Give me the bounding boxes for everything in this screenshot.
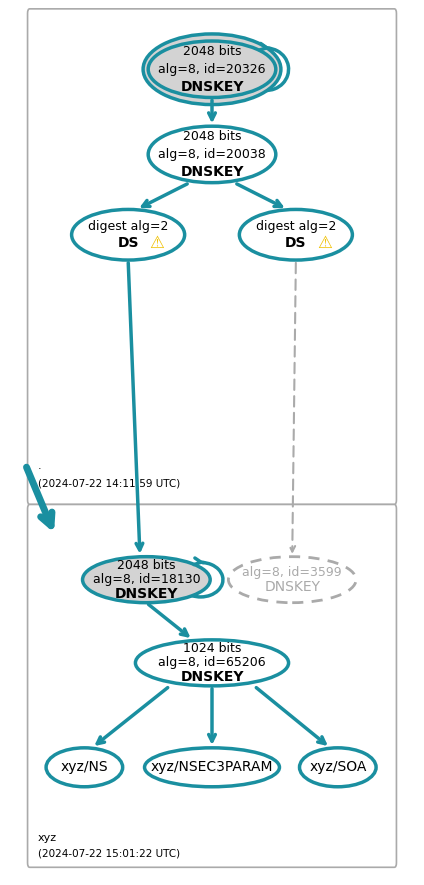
Text: alg=8, id=3599: alg=8, id=3599 bbox=[243, 566, 342, 579]
Text: xyz/NSEC3PARAM: xyz/NSEC3PARAM bbox=[151, 760, 273, 774]
Text: alg=8, id=65206: alg=8, id=65206 bbox=[158, 657, 266, 669]
Text: 2048 bits: 2048 bits bbox=[183, 130, 241, 143]
Text: .: . bbox=[38, 461, 42, 471]
Ellipse shape bbox=[143, 34, 281, 104]
Ellipse shape bbox=[239, 210, 352, 260]
FancyBboxPatch shape bbox=[28, 9, 396, 504]
Text: DNSKEY: DNSKEY bbox=[114, 587, 178, 601]
Text: DNSKEY: DNSKEY bbox=[180, 165, 244, 179]
Text: 2048 bits: 2048 bits bbox=[117, 559, 176, 572]
Text: ⚠: ⚠ bbox=[150, 234, 165, 251]
Ellipse shape bbox=[299, 748, 376, 787]
Text: alg=8, id=18130: alg=8, id=18130 bbox=[92, 573, 200, 586]
Ellipse shape bbox=[46, 748, 123, 787]
Ellipse shape bbox=[229, 557, 356, 603]
Text: 2048 bits: 2048 bits bbox=[183, 45, 241, 58]
Text: 1024 bits: 1024 bits bbox=[183, 643, 241, 655]
Text: (2024-07-22 15:01:22 UTC): (2024-07-22 15:01:22 UTC) bbox=[38, 849, 180, 858]
Text: (2024-07-22 14:11:59 UTC): (2024-07-22 14:11:59 UTC) bbox=[38, 479, 180, 489]
Ellipse shape bbox=[83, 557, 210, 603]
Text: xyz/NS: xyz/NS bbox=[61, 760, 108, 774]
Text: digest alg=2: digest alg=2 bbox=[88, 220, 168, 234]
Text: DNSKEY: DNSKEY bbox=[264, 580, 320, 594]
Text: DS: DS bbox=[285, 235, 307, 250]
Ellipse shape bbox=[148, 41, 276, 97]
Text: digest alg=2: digest alg=2 bbox=[256, 220, 336, 234]
Text: xyz/SOA: xyz/SOA bbox=[309, 760, 366, 774]
Text: DS: DS bbox=[117, 235, 139, 250]
Ellipse shape bbox=[135, 640, 289, 686]
FancyBboxPatch shape bbox=[28, 504, 396, 867]
Ellipse shape bbox=[145, 748, 279, 787]
Ellipse shape bbox=[72, 210, 185, 260]
Text: DNSKEY: DNSKEY bbox=[180, 670, 244, 684]
Text: alg=8, id=20326: alg=8, id=20326 bbox=[158, 63, 266, 76]
Ellipse shape bbox=[148, 127, 276, 182]
Text: alg=8, id=20038: alg=8, id=20038 bbox=[158, 148, 266, 161]
Text: xyz: xyz bbox=[38, 833, 57, 843]
Text: ⚠: ⚠ bbox=[317, 234, 332, 251]
Text: DNSKEY: DNSKEY bbox=[180, 80, 244, 94]
